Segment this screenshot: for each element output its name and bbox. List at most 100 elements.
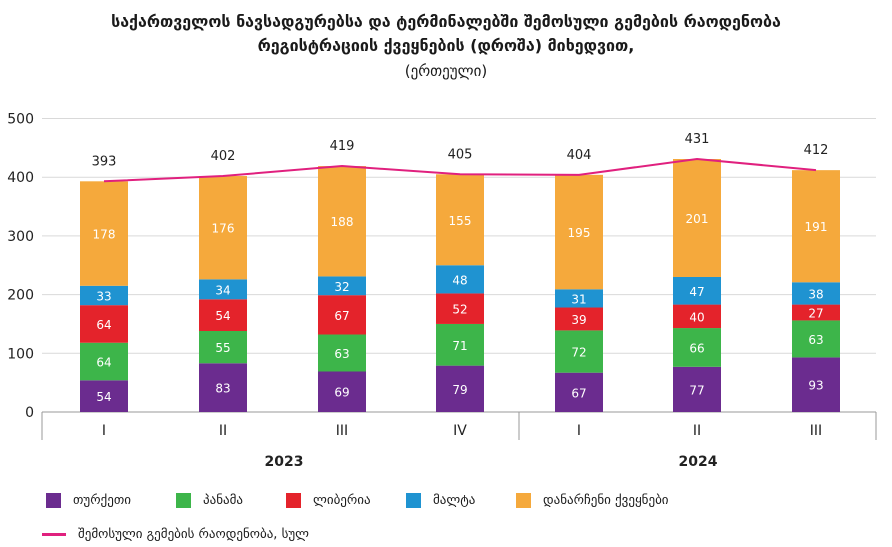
bar-segment-panama	[318, 334, 366, 372]
bar-segment-malta	[792, 282, 840, 305]
bar-segment-liberia	[555, 307, 603, 331]
bar-segment-panama	[555, 330, 603, 373]
bar-value-label-malta: 31	[571, 292, 586, 306]
y-tick-label: 400	[7, 170, 34, 186]
total-line	[103, 157, 817, 183]
bar-value-label-turkey: 67	[571, 386, 586, 400]
y-tick-label: 300	[7, 229, 34, 245]
chart-title-line2: რეგისტრაციის ქვეყნების (დროშა) მიხედვით,	[257, 36, 635, 55]
total-value-label: 404	[567, 148, 592, 163]
bar-segment-panama	[80, 342, 128, 381]
bar-segment-malta	[80, 285, 128, 306]
bar-value-label-malta: 48	[452, 273, 467, 287]
bar-value-label-panama: 66	[689, 341, 704, 355]
legend-swatch-panama	[176, 493, 191, 508]
bar-segment-malta	[555, 289, 603, 308]
bar-value-label-liberia: 64	[96, 318, 111, 332]
bar-value-label-turkey: 69	[334, 386, 349, 400]
bar-segment-malta	[436, 265, 484, 294]
bar-value-label-malta: 38	[808, 287, 823, 301]
legend-swatch-malta	[406, 493, 421, 508]
bar-segment-other	[792, 170, 840, 283]
bar-value-label-other: 178	[93, 228, 116, 242]
x-period-label: II	[693, 423, 701, 439]
legend-label-panama: პანამა	[203, 493, 243, 508]
legend-swatch-total	[42, 533, 66, 536]
y-tick-label: 100	[7, 346, 34, 362]
bar-value-label-turkey: 93	[808, 379, 823, 393]
legend-item-malta: მალტა	[406, 493, 475, 508]
bar-value-label-other: 176	[212, 222, 235, 236]
bar-value-label-malta: 32	[334, 280, 349, 294]
x-period-label: I	[577, 423, 581, 439]
bar-value-label-panama: 72	[571, 346, 586, 360]
bar-value-label-liberia: 67	[334, 309, 349, 323]
total-value-label: 419	[330, 139, 355, 154]
bar-segment-turkey	[673, 366, 721, 412]
legend-item-liberia: ლიბერია	[286, 493, 371, 508]
bar-value-label-turkey: 54	[96, 390, 111, 404]
x-period-label: I	[102, 423, 106, 439]
bar-segment-liberia	[673, 304, 721, 329]
bar-segment-turkey	[436, 365, 484, 412]
bar-segment-malta	[318, 276, 366, 296]
chart-subtitle: (ერთეული)	[404, 62, 488, 80]
bar-value-label-other: 195	[568, 226, 591, 240]
x-period-label: II	[219, 423, 227, 439]
bar-segment-turkey	[199, 363, 247, 412]
bar-segment-panama	[673, 328, 721, 367]
bar-segment-other	[199, 176, 247, 280]
legend-item-total: შემოსული გემების რაოდენობა, სულ	[42, 527, 309, 542]
x-period-label: IV	[453, 423, 467, 439]
bar-segment-other	[80, 181, 128, 286]
bar-value-label-panama: 63	[808, 333, 823, 347]
legend-swatch-other	[516, 493, 531, 508]
bar-segment-panama	[199, 330, 247, 364]
total-value-label: 402	[211, 149, 236, 164]
bar-value-label-panama: 64	[96, 356, 111, 370]
bar-value-label-turkey: 79	[452, 383, 467, 397]
total-value-label: 431	[685, 132, 710, 147]
bar-segment-turkey	[792, 357, 840, 412]
bar-value-label-liberia: 52	[452, 303, 467, 317]
bar-value-label-liberia: 54	[215, 309, 230, 323]
y-tick-label: 500	[7, 112, 34, 128]
bar-value-label-other: 188	[331, 215, 354, 229]
bar-value-label-liberia: 39	[571, 313, 586, 327]
bar-value-label-panama: 71	[452, 339, 467, 353]
legend-item-other: დანარჩენი ქვეყნები	[516, 493, 669, 508]
legend-label-turkey: თურქეთი	[73, 493, 131, 508]
bar-segment-panama	[792, 320, 840, 358]
bar-segment-liberia	[80, 305, 128, 343]
bar-segment-turkey	[555, 372, 603, 412]
bar-value-label-malta: 47	[689, 285, 704, 299]
legend-label-total: შემოსული გემების რაოდენობა, სულ	[78, 527, 309, 542]
legend-item-turkey: თურქეთი	[46, 493, 131, 508]
x-year-label: 2024	[679, 454, 718, 470]
legend-label-malta: მალტა	[433, 493, 476, 508]
x-period-label: III	[810, 423, 822, 439]
legend-label-liberia: ლიბერია	[313, 493, 371, 508]
bar-value-label-turkey: 77	[689, 383, 704, 397]
y-tick-label: 0	[25, 405, 34, 421]
total-value-label: 393	[92, 154, 117, 169]
bar-value-label-malta: 33	[96, 289, 111, 303]
bar-value-label-other: 191	[805, 220, 828, 234]
stacked-bar-chart: 0 100 200 300 400 500 54 83 69 79 67 77 93 64 55 63 71 72…	[7, 112, 877, 470]
bar-segment-turkey	[80, 380, 128, 412]
total-value-label: 405	[448, 147, 473, 162]
bar-segment-malta	[199, 279, 247, 300]
bar-value-label-malta: 34	[215, 283, 230, 297]
bar-value-label-other: 201	[686, 212, 709, 226]
bar-segment-liberia	[318, 295, 366, 335]
bar-segment-other	[318, 166, 366, 277]
total-value-label: 412	[804, 143, 829, 158]
bar-segment-turkey	[318, 371, 366, 412]
bar-segment-malta	[673, 276, 721, 305]
bar-value-label-liberia: 27	[808, 307, 823, 321]
chart-title: საქართველოს ნავსადგურებსა და ტერმინალებშ…	[0, 10, 892, 58]
bar-value-label-liberia: 40	[689, 310, 704, 324]
bar-value-label-turkey: 83	[215, 382, 230, 396]
y-tick-label: 200	[7, 288, 34, 304]
legend-swatch-turkey	[46, 493, 61, 508]
